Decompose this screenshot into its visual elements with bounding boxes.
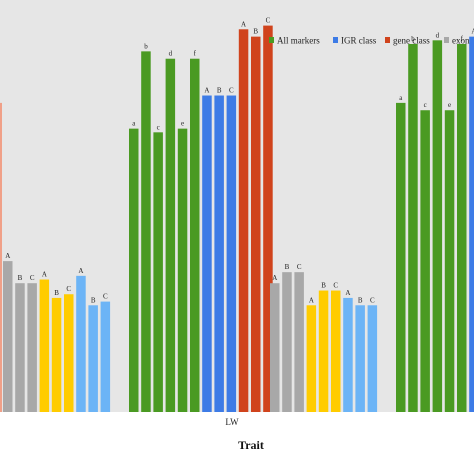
bar-g1-1 [3,261,13,412]
bar-g2-7 [202,95,212,413]
bar-label-g3-3: C [297,263,302,271]
bar-label-g3-8: B [358,296,363,304]
legend-swatch-1 [269,37,274,43]
bar-label-g4-1: a [399,94,403,102]
bar-g2-3 [153,132,163,412]
bar-label-g2-5: e [181,120,184,128]
bars-layer [0,25,474,413]
bar-label-g3-4: A [309,296,314,304]
bar-g3-7 [343,297,353,412]
bar-g3-6 [331,290,341,412]
bar-label-g2-3: c [157,123,160,131]
bar-label-g1-5: B [54,289,59,297]
bar-label-g1-4: A [42,271,47,279]
legend-label-4: exon [452,36,470,46]
bar-g2-9 [226,95,237,413]
bar-label-g2-6: f [194,50,197,58]
bar-label-g3-5: B [321,282,326,290]
bar-g4-1 [396,102,406,412]
bar-label-g2-2: b [144,42,148,50]
bar-label-g1-9: C [103,293,108,301]
bar-g1-2 [15,283,25,412]
bar-g4-3 [420,110,430,413]
bar-g2-11 [251,36,261,412]
bar-g3-9 [367,305,378,412]
bar-label-g3-6: C [333,282,338,290]
bar-label-g2-1: a [132,120,136,128]
bar-g2-8 [214,95,224,413]
bar-partial [0,102,2,412]
bar-g4-2 [408,44,418,412]
bar-label-g3-1: A [272,274,277,282]
bar-g3-5 [318,290,329,412]
legend-swatch-2 [333,37,338,43]
legend: All markers IGR class gene class exon [269,36,470,46]
bar-label-g2-4: d [169,50,173,58]
bar-g3-3 [294,272,304,412]
bar-label-g2-9: C [229,87,234,95]
legend-swatch-3 [385,37,390,43]
bar-label-g2-7: A [204,87,209,95]
bar-g2-6 [190,58,200,412]
bar-label-g4-2: b [411,35,415,43]
bar-g2-12 [263,25,273,412]
bar-label-g1-3: C [30,274,35,282]
bar-g3-4 [306,305,317,412]
bar-label-g4-7: A [471,28,474,36]
bar-label-g1-6: C [66,285,71,293]
bar-label-g2-8: B [217,87,222,95]
bar-label-g4-3: c [424,101,427,109]
legend-label-1: All markers [277,36,320,46]
bar-g1-6 [64,294,74,412]
bar-g4-6 [457,44,467,412]
bar-label-g2-10: A [241,20,246,28]
bar-label-g3-7: A [345,289,350,297]
bar-g1-3 [27,283,37,412]
bar-label-g2-11: B [253,28,258,36]
bar-label-g4-6: f [461,35,464,43]
bar-g4-4 [432,40,443,412]
bar-g2-2 [141,51,151,413]
bar-g3-1 [270,283,280,412]
bar-label-g2-12: C [266,17,271,25]
bar-g2-10 [238,29,249,413]
bar-g1-7 [76,275,86,412]
bar-label-g4-5: e [448,101,451,109]
bar-g4-7 [469,36,474,412]
bar-label-g3-2: B [285,263,290,271]
bar-g2-4 [165,58,176,412]
bar-g2-5 [177,128,188,412]
bar-label-g4-4: d [436,31,440,39]
bar-g2-1 [129,128,139,412]
bar-label-g1-8: B [91,296,96,304]
bar-g1-9 [100,301,111,412]
bar-g3-2 [282,272,292,412]
bar-g3-8 [355,305,365,412]
bar-g1-5 [51,297,62,412]
bar-label-g3-9: C [370,296,375,304]
bar-g1-4 [39,279,50,412]
bar-label-g1-1: A [5,252,10,260]
bar-label-g1-7: A [78,267,83,275]
x-axis-title: Trait [238,438,264,452]
x-tick-label: LW [225,417,239,427]
legend-label-2: IGR class [341,36,377,46]
bar-g1-8 [88,305,98,412]
legend-label-3: gene class [393,36,430,46]
bar-label-g1-2: B [18,274,23,282]
legend-swatch-4 [444,37,449,43]
bar-g4-5 [444,110,455,413]
